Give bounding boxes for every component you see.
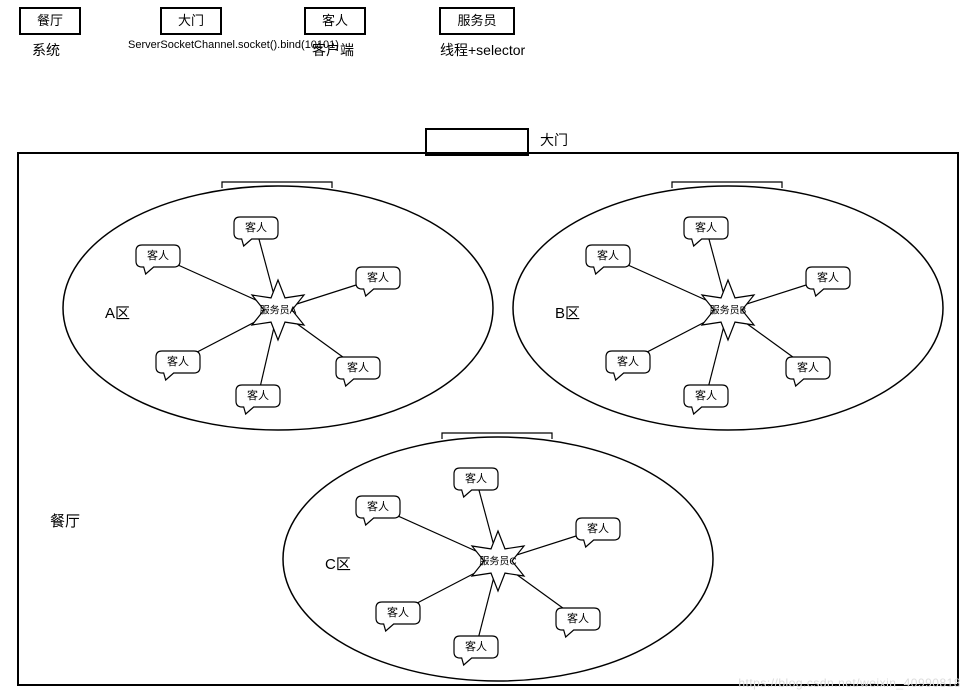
- guest-label-2-2: 客人: [587, 521, 609, 535]
- guest-label-0-2: 客人: [367, 270, 389, 284]
- guest-label-1-4: 客人: [695, 388, 717, 402]
- guest-label-2-0: 客人: [465, 471, 487, 485]
- diagram-canvas: 餐厅系统大门ServerSocketChannel.socket().bind(…: [0, 0, 969, 694]
- guest-label-0-3: 客人: [167, 354, 189, 368]
- zone-label-2: C区: [325, 553, 351, 574]
- guest-label-0-4: 客人: [247, 388, 269, 402]
- guest-label-0-1: 客人: [147, 248, 169, 262]
- zone-label-0: A区: [105, 302, 130, 323]
- guest-label-2-1: 客人: [367, 499, 389, 513]
- guest-label-1-5: 客人: [797, 360, 819, 374]
- guest-label-2-4: 客人: [465, 639, 487, 653]
- guest-label-2-3: 客人: [387, 605, 409, 619]
- server-label-0: 服务员A: [260, 304, 297, 317]
- guest-label-0-5: 客人: [347, 360, 369, 374]
- zone-label-1: B区: [555, 302, 580, 323]
- guest-label-1-0: 客人: [695, 220, 717, 234]
- guest-label-0-0: 客人: [245, 220, 267, 234]
- diagram-svg: 服务员A客人客人客人客人客人客人服务员B客人客人客人客人客人客人服务员C客人客人…: [0, 0, 969, 694]
- guest-label-1-3: 客人: [617, 354, 639, 368]
- guest-label-1-1: 客人: [597, 248, 619, 262]
- guest-label-1-2: 客人: [817, 270, 839, 284]
- server-label-1: 服务员B: [710, 304, 747, 317]
- guest-label-2-5: 客人: [567, 611, 589, 625]
- server-label-2: 服务员C: [479, 555, 516, 568]
